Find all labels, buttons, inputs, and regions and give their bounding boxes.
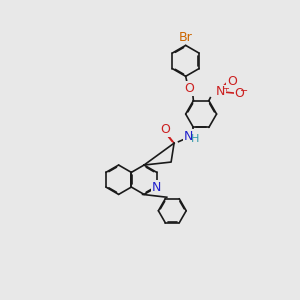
Text: Br: Br: [179, 31, 193, 44]
Text: N: N: [184, 130, 193, 143]
Text: O: O: [184, 82, 194, 95]
Text: O: O: [227, 74, 237, 88]
Text: N: N: [216, 85, 225, 98]
Text: N: N: [152, 181, 161, 194]
Text: N: N: [216, 85, 225, 98]
Text: H: H: [191, 134, 200, 144]
Text: O: O: [160, 123, 170, 136]
Text: −: −: [240, 85, 248, 95]
Text: O: O: [235, 87, 244, 100]
Text: +: +: [222, 84, 229, 93]
